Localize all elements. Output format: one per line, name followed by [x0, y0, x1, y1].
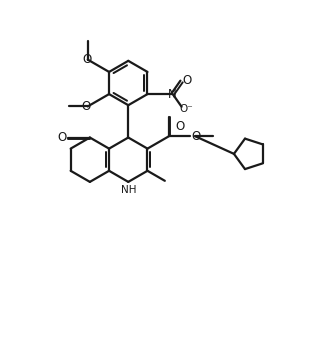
Text: O: O	[57, 131, 67, 144]
Text: O: O	[175, 120, 184, 133]
Text: NH: NH	[120, 185, 136, 195]
Text: O⁻: O⁻	[179, 104, 193, 114]
Text: O: O	[192, 130, 201, 143]
Text: O: O	[82, 100, 91, 113]
Text: N: N	[168, 87, 177, 101]
Text: O: O	[82, 53, 92, 66]
Text: O: O	[182, 74, 191, 87]
